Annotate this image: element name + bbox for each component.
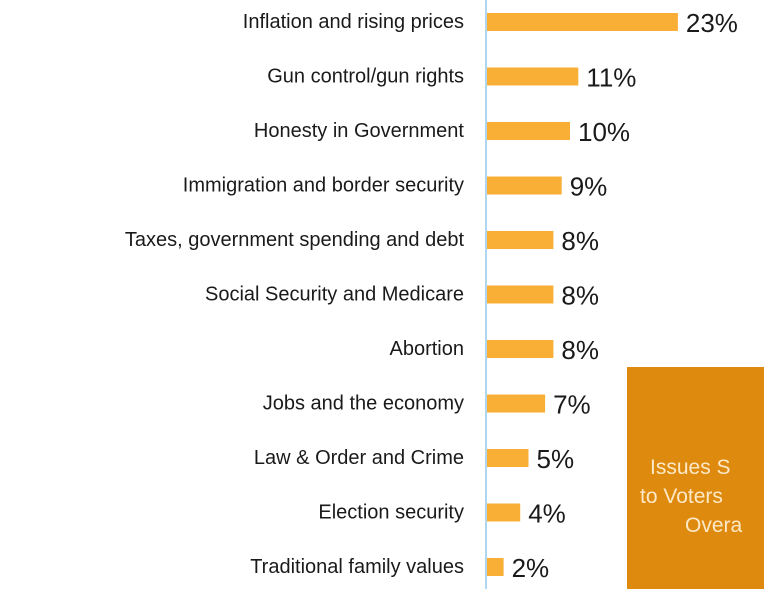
bar-3 <box>487 176 562 195</box>
category-label-5: Social Security and Medicare <box>205 284 464 306</box>
value-label-3: 9% <box>570 172 608 202</box>
category-label-2: Honesty in Government <box>254 120 465 142</box>
bar-7 <box>487 394 546 413</box>
bar-5 <box>487 285 554 304</box>
value-label-1: 11% <box>586 63 636 93</box>
category-label-9: Election security <box>318 502 464 524</box>
overlay-line-1: Issues S <box>650 456 731 479</box>
value-label-5: 8% <box>561 281 599 311</box>
bar-6 <box>487 340 554 358</box>
category-label-1: Gun control/gun rights <box>267 66 464 88</box>
value-label-9: 4% <box>528 499 566 529</box>
bar-1 <box>487 67 579 86</box>
overlay-title-box: Issues S to Voters Overa <box>627 367 764 589</box>
bar-8 <box>487 449 529 467</box>
category-label-4: Taxes, government spending and debt <box>125 229 465 251</box>
value-label-10: 2% <box>512 553 550 583</box>
value-label-8: 5% <box>537 444 575 474</box>
overlay-line-2: to Voters <box>640 485 723 508</box>
overlay-line-3: Overa <box>685 514 743 537</box>
bar-4 <box>487 231 554 249</box>
bar-9 <box>487 503 521 522</box>
bar-10 <box>487 558 504 576</box>
category-label-6: Abortion <box>390 338 465 360</box>
bar-2 <box>487 122 570 140</box>
value-label-6: 8% <box>561 335 599 365</box>
category-label-3: Immigration and border security <box>183 175 464 197</box>
category-label-8: Law & Order and Crime <box>254 447 464 469</box>
category-label-7: Jobs and the economy <box>263 393 464 415</box>
value-label-4: 8% <box>561 226 599 256</box>
value-label-2: 10% <box>578 117 630 147</box>
bar-0 <box>487 13 678 31</box>
value-label-7: 7% <box>553 390 591 420</box>
category-label-0: Inflation and rising prices <box>243 11 464 33</box>
category-label-10: Traditional family values <box>250 556 464 578</box>
value-label-0: 23% <box>686 8 738 38</box>
